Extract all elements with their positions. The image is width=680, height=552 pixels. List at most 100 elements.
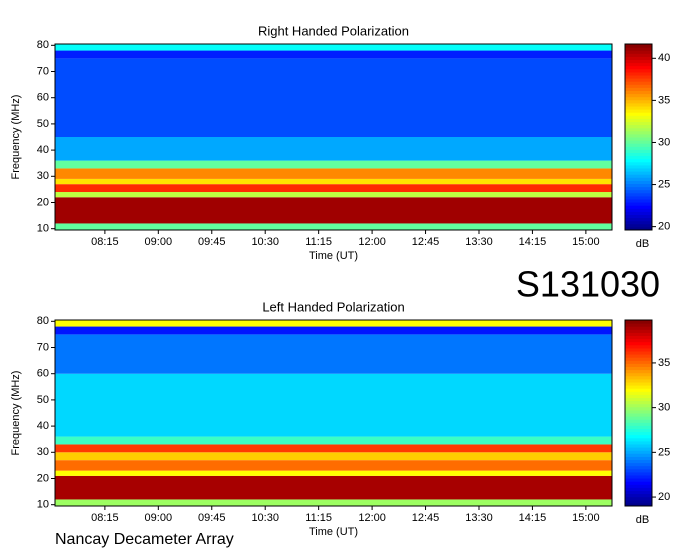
colorbar-step [625, 137, 652, 141]
heatmap-band [55, 460, 612, 471]
colorbar-step [625, 127, 652, 132]
heatmap-band [55, 137, 612, 161]
colorbar-step [625, 444, 652, 448]
colorbar-step [625, 152, 652, 157]
y-tick-label: 10 [37, 223, 49, 235]
heatmap-band [55, 452, 612, 461]
x-tick-label: 11:15 [305, 512, 332, 524]
colorbar-step [625, 502, 652, 507]
colorbar-step [625, 102, 652, 107]
heatmap-band [55, 160, 612, 169]
plot-frame [54, 319, 613, 507]
colorbar-step [625, 388, 652, 392]
colorbar-step [625, 431, 652, 436]
y-tick-label: 50 [37, 118, 49, 130]
colorbar-step [625, 164, 652, 169]
colorbar-step [625, 186, 652, 191]
colorbar-step [625, 335, 652, 340]
colorbar-step [625, 192, 652, 197]
colorbar-step [625, 394, 652, 398]
colorbar-step [625, 413, 652, 417]
colorbar-step [625, 453, 652, 457]
x-tick-label: 13:30 [465, 512, 493, 524]
colorbar-step [625, 65, 652, 70]
colorbar-step [625, 419, 652, 423]
colorbar-step [625, 106, 652, 110]
colorbar-step [625, 109, 652, 113]
x-tick-label: 11:15 [305, 236, 332, 248]
heatmap-band [55, 58, 612, 138]
colorbar-step [625, 440, 652, 445]
colorbar-step [625, 354, 652, 358]
colorbar-frame [624, 43, 653, 231]
colorbar-step [625, 217, 652, 222]
colorbar-step [625, 462, 652, 467]
colorbar-step [625, 323, 652, 327]
x-tick-label: 12:00 [358, 236, 386, 248]
x-tick-label: 15:00 [572, 236, 600, 248]
y-tick-label: 40 [37, 420, 49, 432]
colorbar-step [625, 189, 652, 194]
colorbar-step [625, 341, 652, 346]
colorbar-step [625, 360, 652, 364]
colorbar-step [625, 62, 652, 67]
colorbar-step [625, 50, 652, 54]
colorbar-step [625, 428, 652, 433]
colorbar-step [625, 205, 652, 209]
colorbar-step [625, 214, 652, 219]
colorbar-step [625, 96, 652, 101]
heatmap-band [55, 373, 612, 437]
colorbar-step [625, 47, 652, 51]
colorbar-step [625, 403, 652, 408]
heatmap-band [55, 184, 612, 193]
colorbar-step [625, 493, 652, 498]
heatmap-band [55, 320, 612, 327]
heatmap-band [55, 50, 612, 59]
colorbar-step [625, 375, 652, 380]
colorbar-tick-label: 40 [658, 52, 670, 64]
colorbar-step [625, 409, 652, 414]
colorbar-step [625, 332, 652, 336]
colorbar-step [625, 372, 652, 377]
colorbar-label: dB [636, 514, 649, 526]
y-axis-label: Frequency (MHz) [10, 95, 22, 180]
heatmap-band [55, 197, 612, 224]
colorbar-step [625, 112, 652, 116]
colorbar-step [625, 475, 652, 479]
colorbar-step [625, 171, 652, 175]
colorbar-step [625, 434, 652, 439]
colorbar-step [625, 465, 652, 470]
colorbar-step [625, 378, 652, 383]
y-tick-label: 20 [37, 196, 49, 208]
colorbar-tick-label: 30 [658, 136, 670, 148]
colorbar-frame [624, 319, 653, 507]
colorbar-step [625, 400, 652, 405]
colorbar-step [625, 338, 652, 343]
x-tick-label: 10:30 [251, 236, 279, 248]
colorbar-tick-label: 20 [658, 221, 670, 233]
colorbar-step [625, 344, 652, 349]
colorbar-step [625, 146, 652, 150]
colorbar-step [625, 499, 652, 504]
colorbar-step [625, 118, 652, 122]
x-tick-label: 12:45 [412, 236, 440, 248]
colorbar-tick-label: 20 [658, 491, 670, 503]
colorbar-step [625, 130, 652, 135]
x-tick-label: 09:00 [145, 512, 173, 524]
heatmap-band [55, 168, 612, 179]
colorbar-step [625, 366, 652, 371]
colorbar-step [625, 115, 652, 119]
x-tick-label: 09:45 [198, 512, 226, 524]
colorbar-step [625, 363, 652, 367]
colorbar-step [625, 53, 652, 57]
heatmap-band [55, 334, 612, 374]
colorbar-step [625, 496, 652, 501]
heatmap-band [55, 44, 612, 51]
colorbar-step [625, 149, 652, 153]
y-tick-label: 10 [37, 499, 49, 511]
y-tick-label: 80 [37, 315, 49, 327]
colorbar-step [625, 78, 652, 82]
colorbar-step [625, 456, 652, 460]
heatmap-band [55, 475, 612, 500]
